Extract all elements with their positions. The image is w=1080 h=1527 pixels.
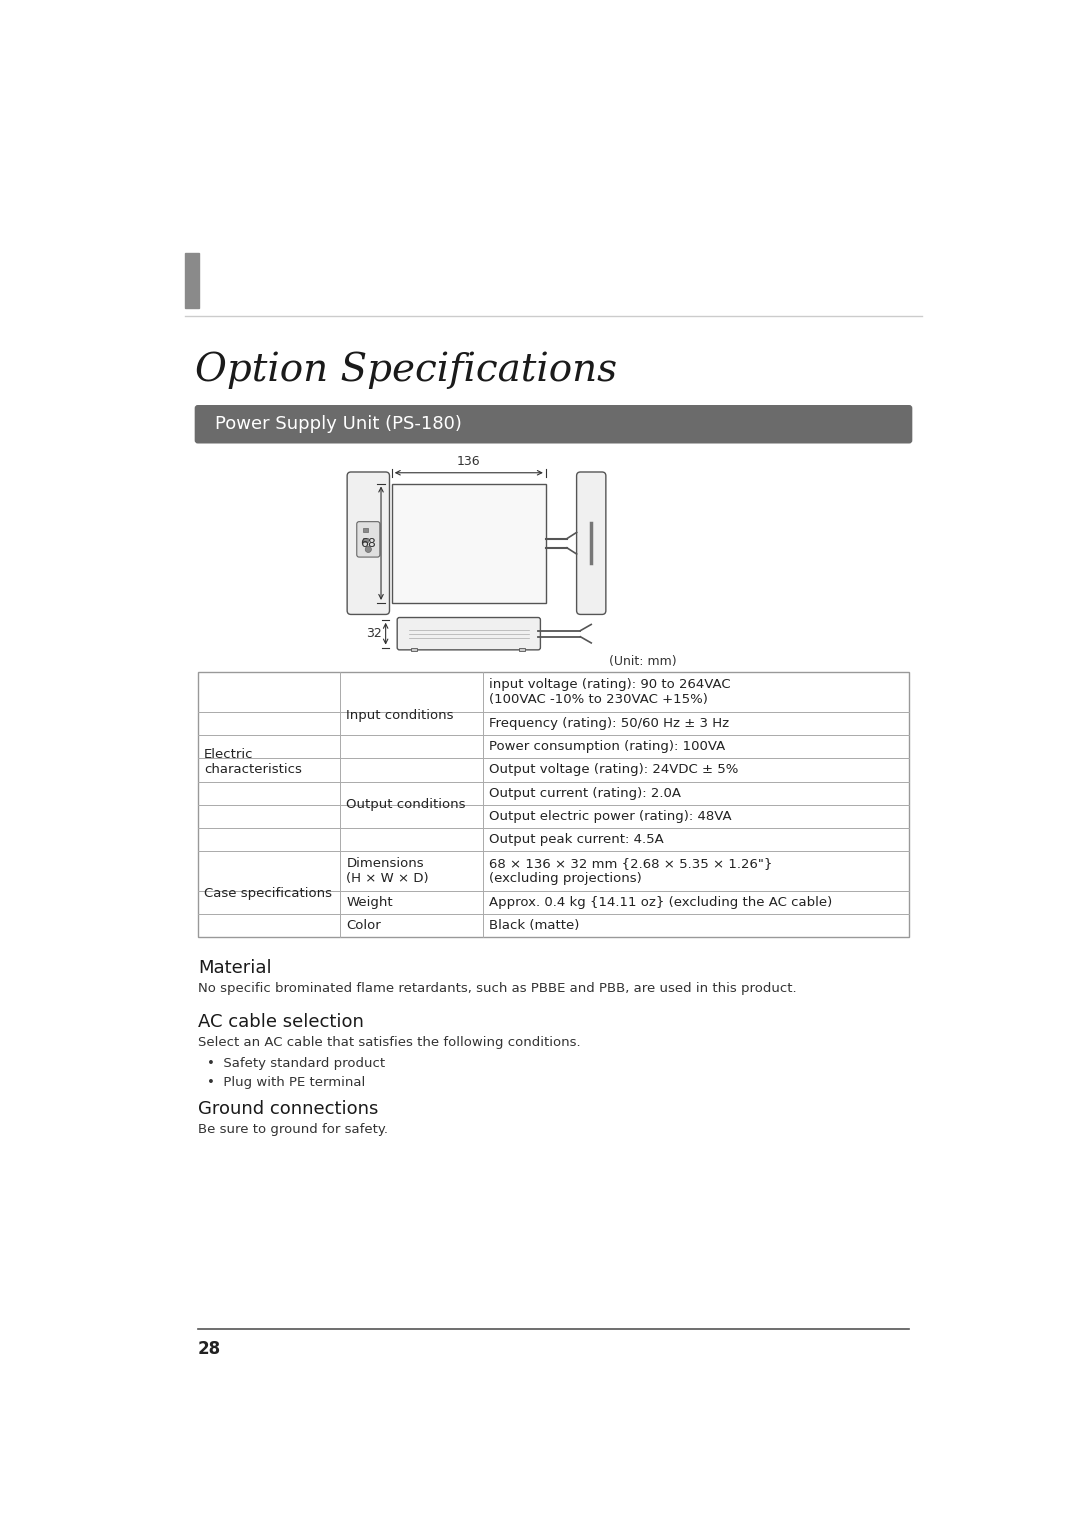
Text: Output peak current: 4.5A: Output peak current: 4.5A [489,832,663,846]
Text: Select an AC cable that satisfies the following conditions.: Select an AC cable that satisfies the fo… [198,1035,580,1049]
Text: Output current (rating): 2.0A: Output current (rating): 2.0A [489,786,680,800]
Text: Option Specifications: Option Specifications [195,351,618,388]
Text: Weight: Weight [347,896,393,909]
Bar [518,647,525,652]
Text: Output conditions: Output conditions [347,799,465,811]
Text: 32: 32 [366,628,382,640]
Text: Output electric power (rating): 48VA: Output electric power (rating): 48VA [489,809,731,823]
Circle shape [365,547,372,553]
Text: Material: Material [198,959,271,977]
Text: (Unit: mm): (Unit: mm) [609,655,677,669]
FancyBboxPatch shape [356,522,380,557]
Text: Frequency (rating): 50/60 Hz ± 3 Hz: Frequency (rating): 50/60 Hz ± 3 Hz [489,718,729,730]
Text: Color: Color [347,919,381,931]
Text: input voltage (rating): 90 to 264VAC
(100VAC -10% to 230VAC +15%): input voltage (rating): 90 to 264VAC (10… [489,678,730,705]
Bar [363,528,367,531]
Text: Power consumption (rating): 100VA: Power consumption (rating): 100VA [489,741,725,753]
Text: Electric
characteristics: Electric characteristics [204,748,301,776]
Text: Be sure to ground for safety.: Be sure to ground for safety. [198,1124,388,1136]
Text: AC cable selection: AC cable selection [198,1012,364,1031]
Text: 68: 68 [361,536,377,550]
Text: 28: 28 [198,1339,221,1358]
Text: Approx. 0.4 kg {14.11 oz} (excluding the AC cable): Approx. 0.4 kg {14.11 oz} (excluding the… [489,896,832,909]
Text: Power Supply Unit (PS-180): Power Supply Unit (PS-180) [215,415,461,434]
Text: •  Safety standard product: • Safety standard product [207,1057,386,1070]
Text: 136: 136 [457,455,481,469]
FancyBboxPatch shape [347,472,390,614]
Text: Input conditions: Input conditions [347,709,454,722]
Bar [186,252,200,308]
Text: Ground connections: Ground connections [198,1101,378,1118]
Text: Output voltage (rating): 24VDC ± 5%: Output voltage (rating): 24VDC ± 5% [489,764,739,777]
Text: No specific brominated flame retardants, such as PBBE and PBB, are used in this : No specific brominated flame retardants,… [198,982,796,994]
Text: •  Plug with PE terminal: • Plug with PE terminal [207,1075,365,1089]
Bar [363,538,367,542]
FancyBboxPatch shape [194,405,913,443]
Text: Black (matte): Black (matte) [489,919,579,931]
Bar [392,484,545,603]
Bar [411,647,417,652]
Text: Case specifications: Case specifications [204,887,332,901]
FancyBboxPatch shape [577,472,606,614]
Bar [198,672,909,938]
Text: 68 × 136 × 32 mm {2.68 × 5.35 × 1.26"}
(excluding projections): 68 × 136 × 32 mm {2.68 × 5.35 × 1.26"} (… [489,857,772,884]
Text: Dimensions
(H × W × D): Dimensions (H × W × D) [347,857,429,884]
FancyBboxPatch shape [397,617,540,651]
